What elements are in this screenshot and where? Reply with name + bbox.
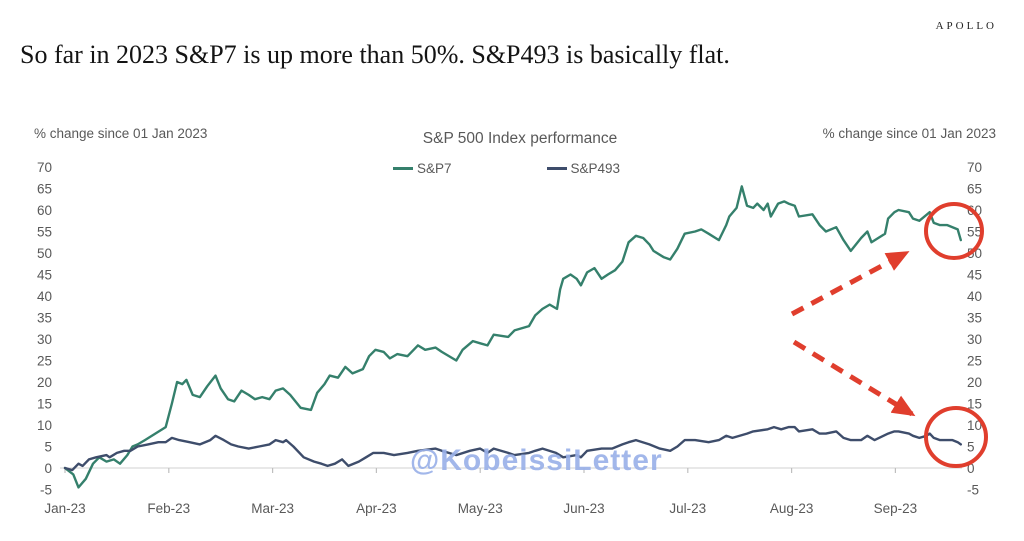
- y-axis-tick-label-left: -5: [40, 483, 52, 498]
- right-axis-label: % change since 01 Jan 2023: [822, 126, 996, 141]
- y-axis-tick-label-left: 20: [37, 375, 52, 390]
- y-axis-tick-label-left: 50: [37, 246, 52, 261]
- y-axis-tick-label-left: 70: [37, 160, 52, 175]
- y-axis-tick-label-left: 55: [37, 225, 52, 240]
- y-axis-tick-label-left: 65: [37, 182, 52, 197]
- y-axis-tick-label-left: 5: [44, 440, 52, 455]
- annotation-arrow-up: [790, 250, 910, 317]
- x-axis-tick-label: Feb-23: [147, 501, 190, 516]
- legend-entry-sp493: S&P493: [546, 161, 621, 176]
- legend: S&P7 S&P493: [393, 161, 620, 176]
- page-title: So far in 2023 S&P7 is up more than 50%.…: [20, 40, 730, 69]
- y-axis-tick-label-right: 0: [967, 461, 975, 476]
- y-axis-tick-label-left: 10: [37, 418, 52, 433]
- x-axis-tick-label: Jan-23: [44, 501, 85, 516]
- watermark: @KobeissiLetter: [410, 444, 663, 477]
- sp7-series-line: [63, 185, 962, 489]
- x-axis-tick-label: Jul-23: [669, 501, 706, 516]
- y-axis-tick-label-right: 30: [967, 332, 982, 347]
- y-axis-tick-label-right: 65: [967, 182, 982, 197]
- y-axis-tick-label-right: 40: [967, 289, 982, 304]
- x-axis-tick-label: May-23: [458, 501, 503, 516]
- y-axis-tick-label-right: 25: [967, 354, 982, 369]
- y-axis-tick-label-right: -5: [967, 483, 979, 498]
- sp493-line-swatch: [546, 167, 567, 170]
- y-axis-tick-label-right: 70: [967, 160, 982, 175]
- y-axis-tick-label-right: 10: [967, 418, 982, 433]
- apollo-logo: APOLLO: [935, 20, 997, 32]
- y-axis-tick-label-right: 35: [967, 311, 982, 326]
- annotation-circle-sp7-end: [924, 202, 984, 260]
- x-axis-tick-label: Aug-23: [770, 501, 814, 516]
- y-axis-tick-label-right: 45: [967, 268, 982, 283]
- x-axis-tick-label: Sep-23: [874, 501, 918, 516]
- sp493-series-line: [63, 425, 962, 472]
- y-axis-tick-label-left: 45: [37, 268, 52, 283]
- y-axis-tick-label-left: 0: [44, 461, 52, 476]
- y-axis-tick-label-right: 20: [967, 375, 982, 390]
- y-axis-tick-label-left: 40: [37, 289, 52, 304]
- y-axis-tick-label-right: 55: [967, 225, 982, 240]
- y-axis-tick-label-right: 50: [967, 246, 982, 261]
- sp7-line-swatch: [393, 167, 413, 170]
- legend-entry-sp7: S&P7: [393, 161, 452, 176]
- annotation-arrow-down: [792, 339, 916, 417]
- x-axis-tick-label: Apr-23: [356, 501, 397, 516]
- y-axis-tick-label-left: 30: [37, 332, 52, 347]
- x-axis-tick-label: Jun-23: [563, 501, 604, 516]
- legend-label-sp493: S&P493: [570, 161, 621, 176]
- y-axis-tick-label-left: 15: [37, 397, 52, 412]
- y-axis-tick-label-left: 35: [37, 311, 52, 326]
- y-axis-tick-label-left: 60: [37, 203, 52, 218]
- chart-title: S&P 500 Index performance: [422, 130, 618, 147]
- annotation-circle-sp493-end: [924, 406, 988, 468]
- y-axis-tick-label-right: 5: [967, 440, 975, 455]
- y-axis-tick-label-left: 25: [37, 354, 52, 369]
- left-axis-label: % change since 01 Jan 2023: [34, 126, 208, 141]
- x-axis-tick-label: Mar-23: [251, 501, 294, 516]
- legend-label-sp7: S&P7: [417, 161, 452, 176]
- y-axis-tick-label-right: 15: [967, 397, 982, 412]
